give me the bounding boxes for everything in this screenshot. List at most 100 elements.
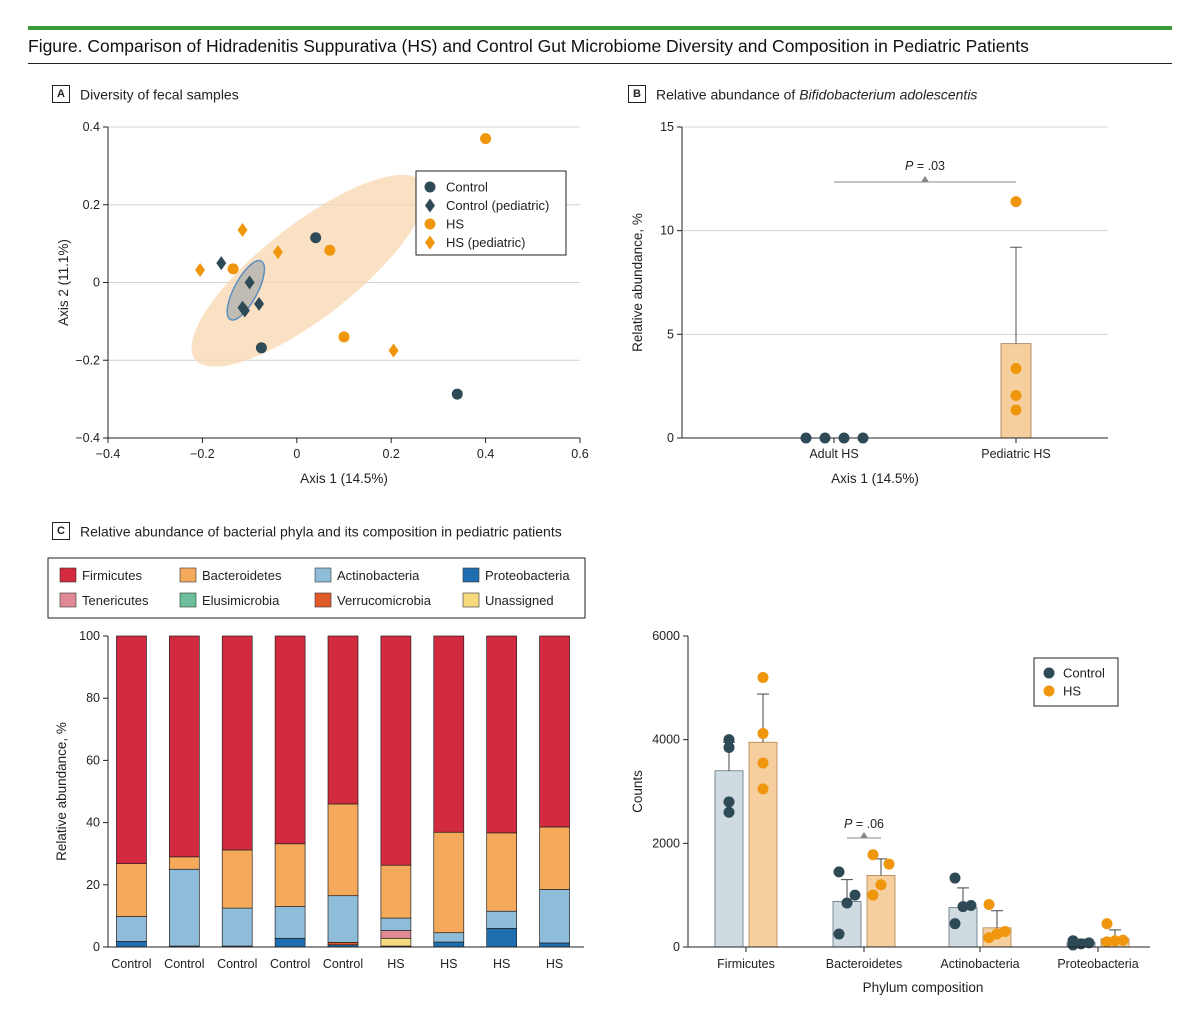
c-x-tick-label: Control	[323, 957, 363, 971]
c-legend-swatch	[314, 567, 332, 583]
panel-c-stacked-chart: Firmicutes Bacteroidetes Actinobacteria Pro…	[47, 557, 586, 971]
a-y-tick-label: 0	[93, 276, 100, 290]
cc-y-axis-title: Counts	[630, 770, 645, 813]
panel-c-title: Relative abundance of bacterial phyla an…	[80, 523, 562, 540]
c-x-tick-label: Control	[164, 957, 204, 971]
c-y-tick-label: 100	[79, 629, 100, 643]
a-ellipse-control	[226, 259, 266, 321]
c-legend-label: Actinobacteria	[337, 568, 420, 583]
c-stack-segment	[327, 895, 359, 943]
panel-b-header: B Relative abundance of Bifidobacterium a…	[628, 85, 978, 104]
c-legend-label: Proteobacteria	[485, 568, 570, 583]
c-x-tick-label: Control	[270, 957, 310, 971]
a-point-circle	[324, 244, 336, 256]
b-y-tick-label: 5	[667, 327, 674, 341]
c-legend-swatch	[462, 567, 480, 583]
b-point	[819, 432, 831, 444]
c-stack-segment	[380, 937, 412, 947]
a-point-diamond	[195, 263, 206, 278]
a-x-tick-label: 0.2	[383, 447, 400, 461]
c-stack-segment	[327, 803, 359, 897]
cc-y-tick-label: 0	[673, 940, 680, 954]
c-legend-label: Firmicutes	[82, 568, 142, 583]
c-y-tick-label: 0	[93, 940, 100, 954]
b-x-tick-label: Pediatric HS	[981, 447, 1050, 461]
cc-point	[757, 727, 769, 739]
cc-x-tick-label: Firmicutes	[717, 957, 775, 971]
a-x-axis-title: Axis 1 (14.5%)	[300, 471, 388, 486]
cc-point	[1101, 918, 1113, 930]
c-y-tick-label: 20	[86, 878, 100, 892]
cc-point	[949, 872, 961, 884]
cc-point	[757, 671, 769, 683]
panel-c-letter: C	[52, 522, 70, 541]
c-x-tick-label: Control	[111, 957, 151, 971]
a-x-tick-label: 0.4	[477, 447, 494, 461]
cc-legend-box	[1033, 657, 1119, 707]
panel-a-header: A Diversity of fecal samples	[52, 85, 239, 104]
a-y-tick-label: 0.2	[83, 198, 100, 212]
c-stack-segment	[539, 826, 570, 890]
cc-point	[867, 889, 879, 901]
b-p-number: = .03	[913, 159, 945, 173]
c-legend-label: Elusimicrobia	[202, 593, 280, 608]
a-y-tick-label: 0.4	[83, 120, 100, 134]
c-stack-segment	[274, 906, 306, 939]
cc-point	[757, 783, 769, 795]
c-stack-segment	[433, 932, 465, 943]
a-legend-circle	[424, 218, 436, 230]
b-point	[1010, 363, 1022, 375]
cc-legend-marker	[1043, 667, 1055, 679]
c-stack-segment	[221, 635, 253, 851]
cc-point	[867, 849, 879, 861]
cc-x-tick-label: Actinobacteria	[940, 957, 1019, 971]
c-stack-segment	[327, 941, 359, 946]
c-legend-swatch	[59, 567, 77, 583]
figure-title: Figure. Comparison of Hidradenitis Suppu…	[28, 36, 1029, 56]
c-y-axis-title: Relative abundance, %	[54, 722, 69, 861]
c-stack-segment	[168, 635, 200, 858]
b-point	[1010, 404, 1022, 416]
c-stack-segment	[221, 849, 253, 909]
panel-b-title-prefix: Relative abundance of	[656, 86, 800, 103]
c-legend-label: Unassigned	[485, 593, 554, 608]
b-point	[1010, 389, 1022, 401]
c-stack-segment	[486, 910, 518, 929]
c-stack-segment	[433, 941, 465, 948]
cc-legend-marker	[1043, 685, 1055, 697]
b-p-label: P	[905, 159, 914, 173]
c-stack-segment	[486, 635, 518, 834]
cc-y-tick-label: 4000	[652, 733, 680, 747]
panel-b-title-species: Bifidobacterium adolescentis	[799, 86, 978, 103]
a-x-tick-label: 0.6	[571, 447, 588, 461]
a-point-circle	[310, 232, 322, 244]
c-stack-segment	[380, 864, 412, 919]
b-point	[857, 432, 869, 444]
a-ellipse-hs	[191, 174, 426, 367]
cc-x-tick-label: Proteobacteria	[1057, 957, 1138, 971]
cc-point	[965, 900, 977, 912]
a-legend-diamond	[425, 198, 435, 213]
panel-b-letter: B	[628, 85, 646, 104]
c-legend-swatch	[314, 592, 332, 608]
cc-legend-label: Control	[1063, 666, 1105, 681]
a-point-diamond	[272, 245, 283, 260]
c-stack-segment	[327, 635, 359, 805]
panel-c-header: C Relative abundance of bacterial phyla a…	[52, 522, 562, 541]
cc-point	[723, 796, 735, 808]
cc-bar	[748, 741, 778, 948]
a-point-circle	[227, 263, 239, 275]
a-legend-circle	[424, 181, 436, 193]
b-bracket-marker	[921, 176, 929, 182]
c-legend-swatch	[462, 592, 480, 608]
c-x-tick-label: Control	[217, 957, 257, 971]
cc-point	[723, 741, 735, 753]
cc-point	[1067, 939, 1079, 951]
c-legend-label: Tenericutes	[82, 593, 149, 608]
b-y-axis-title: Relative abundance, %	[630, 213, 645, 352]
c-stack-segment	[116, 916, 147, 942]
cc-p-number: = .06	[852, 817, 884, 831]
a-point-diamond	[254, 296, 265, 311]
cc-y-tick-label: 6000	[652, 629, 680, 643]
